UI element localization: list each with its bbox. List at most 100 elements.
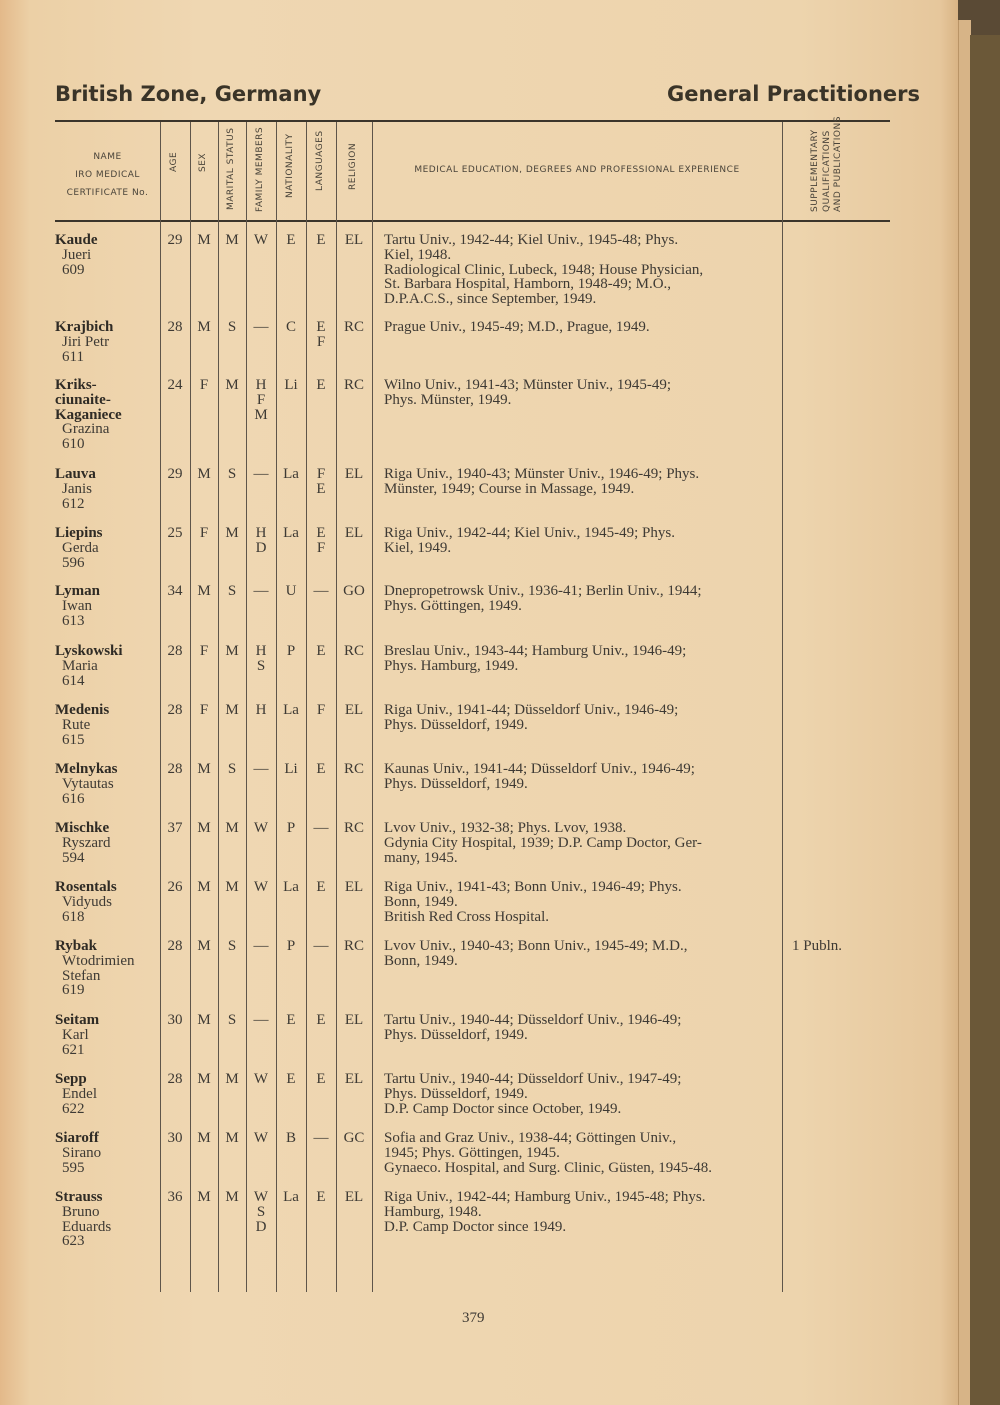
book-edge xyxy=(970,35,1000,1405)
marital-value: M xyxy=(225,525,239,541)
marital-value: M xyxy=(225,1130,239,1146)
given-name: Eduards xyxy=(62,1218,112,1235)
religion-value: RC xyxy=(343,643,364,659)
certificate-number: 609 xyxy=(62,261,85,278)
family-value: H xyxy=(255,702,267,718)
column-divider xyxy=(246,122,247,1292)
sex-value: F xyxy=(199,702,209,718)
certificate-number: 610 xyxy=(62,436,85,453)
zone-heading: British Zone, Germany xyxy=(55,82,322,106)
age-value: 36 xyxy=(167,1189,183,1205)
education-line: Tartu Univ., 1940-44; Düsseldorf Univ., … xyxy=(384,1012,682,1028)
marital-value: S xyxy=(227,466,237,482)
column-divider xyxy=(160,122,161,1292)
education-line: Riga Univ., 1942-44; Kiel Univ., 1945-49… xyxy=(384,525,675,541)
column-divider xyxy=(276,122,277,1292)
given-name: Jiri Petr xyxy=(62,333,110,350)
sex-value: M xyxy=(197,1189,211,1205)
surname: Rosentals xyxy=(55,879,117,895)
marital-value: M xyxy=(225,879,239,895)
col-header-sex: SEX xyxy=(198,152,208,172)
marital-value: M xyxy=(225,377,239,393)
col-header-name-line: IRO MEDICAL xyxy=(75,170,140,180)
religion-value: EL xyxy=(344,525,364,541)
religion-value: RC xyxy=(343,820,364,836)
sex-value: M xyxy=(197,1071,211,1087)
certificate-number: 611 xyxy=(62,348,84,365)
nationality-value: La xyxy=(283,525,299,541)
education-line: St. Barbara Hospital, Hamborn, 1948-49; … xyxy=(384,276,672,293)
languages-value: E xyxy=(316,525,326,541)
given-name: Jueri xyxy=(62,246,92,263)
nationality-value: B xyxy=(285,1130,296,1146)
sex-value: M xyxy=(197,466,211,482)
languages-value: F xyxy=(316,702,326,718)
age-value: 29 xyxy=(167,232,183,248)
languages-value: E xyxy=(316,879,326,895)
nationality-value: Li xyxy=(284,377,298,393)
sex-value: M xyxy=(197,1130,211,1146)
nationality-value: Li xyxy=(284,761,298,777)
given-name: Maria xyxy=(62,657,98,674)
languages-value: — xyxy=(313,1130,329,1146)
languages-value: E xyxy=(316,232,326,248)
languages-value: E xyxy=(316,377,326,393)
family-value: — xyxy=(253,466,269,482)
section-heading: General Practitioners xyxy=(667,82,921,106)
col-header-education: MEDICAL EDUCATION, DEGREES AND PROFESSIO… xyxy=(414,165,740,175)
col-header-name-line: CERTIFICATE No. xyxy=(66,188,149,198)
family-value: — xyxy=(253,583,269,599)
sex-value: M xyxy=(197,1012,211,1028)
surname: Mischke xyxy=(55,820,110,836)
column-divider xyxy=(372,122,373,1292)
languages-value: — xyxy=(313,583,329,599)
given-name: Stefan xyxy=(62,967,101,984)
languages-value: — xyxy=(313,820,329,836)
given-name: Gerda xyxy=(62,539,99,556)
family-value: M xyxy=(254,406,268,423)
surname: Sepp xyxy=(55,1071,87,1087)
given-name: Grazina xyxy=(62,421,110,438)
marital-value: M xyxy=(225,820,239,836)
age-value: 28 xyxy=(167,702,183,718)
age-value: 24 xyxy=(167,377,183,393)
surname: Lyskowski xyxy=(55,643,123,659)
education-line: Phys. Göttingen, 1949. xyxy=(384,597,522,614)
nationality-value: P xyxy=(286,820,296,836)
education-line: Bonn, 1949. xyxy=(384,893,458,910)
certificate-number: 618 xyxy=(62,908,85,925)
given-name: Vidyuds xyxy=(62,893,112,910)
education-line: Kaunas Univ., 1941-44; Düsseldorf Univ.,… xyxy=(384,761,695,777)
languages-value: E xyxy=(316,1189,326,1205)
languages-value: F xyxy=(316,333,326,350)
column-divider xyxy=(306,122,307,1292)
family-value: H xyxy=(255,377,267,393)
marital-value: M xyxy=(225,702,239,718)
sex-value: F xyxy=(199,643,209,659)
education-line: Kiel, 1948. xyxy=(384,246,452,263)
marital-value: M xyxy=(225,1189,239,1205)
family-value: W xyxy=(253,232,269,248)
sex-value: M xyxy=(197,583,211,599)
certificate-number: 613 xyxy=(62,612,85,629)
religion-value: EL xyxy=(344,232,364,248)
col-header-name-line: NAME xyxy=(93,152,122,162)
marital-value: S xyxy=(227,938,237,954)
column-divider xyxy=(336,122,337,1292)
religion-value: RC xyxy=(343,377,364,393)
education-line: Phys. Düsseldorf, 1949. xyxy=(384,775,528,792)
given-name: Karl xyxy=(62,1026,89,1043)
col-header-age: AGE xyxy=(169,151,179,172)
religion-value: RC xyxy=(343,319,364,335)
surname: Liepins xyxy=(55,525,103,541)
certificate-number: 614 xyxy=(62,672,85,689)
surname: Kaude xyxy=(55,232,98,248)
languages-value: E xyxy=(316,1071,326,1087)
age-value: 30 xyxy=(167,1130,183,1146)
surname: Rybak xyxy=(55,938,97,954)
marital-value: S xyxy=(227,583,237,599)
education-line: Phys. Münster, 1949. xyxy=(384,391,512,408)
family-value: W xyxy=(253,820,269,836)
nationality-value: P xyxy=(286,938,296,954)
religion-value: GO xyxy=(343,583,365,599)
